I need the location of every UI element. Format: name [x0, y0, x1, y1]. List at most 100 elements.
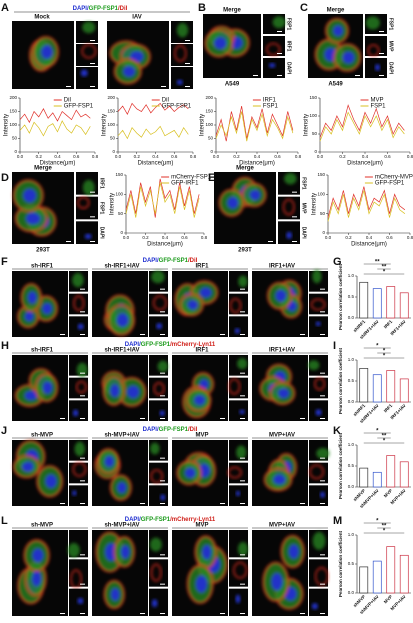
micrograph [76, 67, 98, 89]
cell-membrane [153, 382, 165, 396]
micrograph-bg [69, 559, 88, 587]
scale-bar [185, 40, 190, 41]
micrograph [229, 271, 248, 292]
y-tick-label: 150 [309, 95, 317, 100]
scale-bar [80, 503, 85, 504]
cells [77, 323, 84, 330]
cell-body [237, 541, 249, 557]
x-axis-label: Distance(μm) [347, 161, 383, 167]
group-label: Mock [34, 15, 50, 21]
micrograph [149, 270, 168, 292]
image-title: Merge [34, 166, 52, 172]
x-tick-label: 0.0 [213, 154, 220, 159]
micrograph [309, 440, 330, 461]
cells [77, 196, 90, 209]
header-part: /DiI [188, 258, 198, 264]
nucleus [27, 291, 37, 304]
scale-bar [240, 554, 245, 556]
micrograph [149, 316, 168, 337]
x-tick-label: 0.8 [190, 154, 197, 159]
y-tick-label: 200 [9, 95, 17, 100]
nucleus [84, 233, 92, 240]
nucleus [151, 599, 158, 608]
cell-membrane [75, 380, 87, 394]
scale-bar [292, 216, 297, 218]
legend-label: GFP-FSP1 [162, 104, 192, 110]
nucleus [275, 289, 287, 302]
cells [80, 69, 88, 77]
scale-bar [60, 334, 65, 335]
nucleus [130, 51, 144, 63]
x-tick-label: 0.6 [181, 235, 188, 240]
scale-bar [240, 503, 245, 504]
y-tick-label: 50 [312, 131, 318, 136]
scale-bar [300, 613, 305, 614]
cells [156, 323, 163, 330]
cell-body [76, 362, 88, 378]
channel-label: FSP1 [99, 202, 105, 215]
nucleus [286, 231, 292, 239]
scale-bar [220, 503, 225, 504]
nucleus [214, 37, 227, 50]
scale-bar [240, 395, 245, 397]
cells [150, 469, 164, 484]
header-part: /DiI [118, 6, 128, 12]
bar [399, 461, 409, 488]
micrograph-bg [149, 462, 168, 484]
channel-label: FSP1 [301, 177, 307, 190]
micrograph [308, 14, 363, 78]
x-tick-label: 0.6 [171, 154, 178, 159]
micrograph-bg [229, 316, 248, 337]
cells [218, 176, 267, 217]
header-part: GFP-FSP1 [159, 258, 189, 264]
cell-membrane [280, 534, 305, 569]
cells [12, 440, 64, 498]
x-tick-label: IRF1 [383, 319, 394, 330]
cells [308, 360, 320, 371]
x-tick-label: 0.8 [407, 154, 413, 159]
cell-membrane [269, 381, 296, 406]
micrograph-bg [69, 377, 88, 399]
cells [14, 368, 59, 407]
y-tick-label: 0.0 [348, 590, 355, 595]
scale-bar [80, 288, 85, 290]
scale-bar [240, 418, 245, 419]
micrograph [149, 485, 168, 506]
cells [72, 272, 84, 288]
y-axis-label: Intensity [4, 114, 10, 136]
cells [311, 603, 318, 610]
cells [174, 44, 187, 62]
x-tick-label: 0.2 [142, 235, 149, 240]
nucleus [120, 545, 130, 559]
channel-label: MVP [388, 41, 394, 53]
cell-membrane [34, 373, 59, 403]
cells [81, 43, 97, 59]
cells [150, 442, 160, 455]
legend-label: DiI [64, 98, 72, 104]
micrograph [227, 462, 248, 484]
cells [82, 21, 96, 34]
cell-membrane [263, 467, 293, 492]
micrograph [69, 400, 88, 421]
scale-bar [320, 480, 325, 482]
nucleus [273, 474, 286, 485]
y-tick-label: 1.0 [348, 273, 355, 278]
cells [235, 490, 241, 497]
scale-bar [160, 583, 165, 585]
micrograph [92, 271, 148, 337]
micrograph-bg [229, 462, 248, 484]
micrograph-bg [309, 559, 328, 587]
cells [70, 569, 82, 589]
cells [159, 410, 165, 416]
series-line [319, 104, 405, 138]
nucleus [187, 300, 198, 310]
scale-bar [355, 75, 360, 76]
bar [372, 471, 382, 488]
legend-label: MVP [371, 98, 384, 104]
y-tick-label: 0 [322, 230, 325, 235]
nucleus [117, 482, 127, 494]
x-tick-label: 0.0 [115, 154, 122, 159]
nucleus [23, 188, 37, 203]
condition-label: sh-MVP+IAV [104, 433, 139, 439]
x-tick-label: 0.8 [201, 235, 208, 240]
